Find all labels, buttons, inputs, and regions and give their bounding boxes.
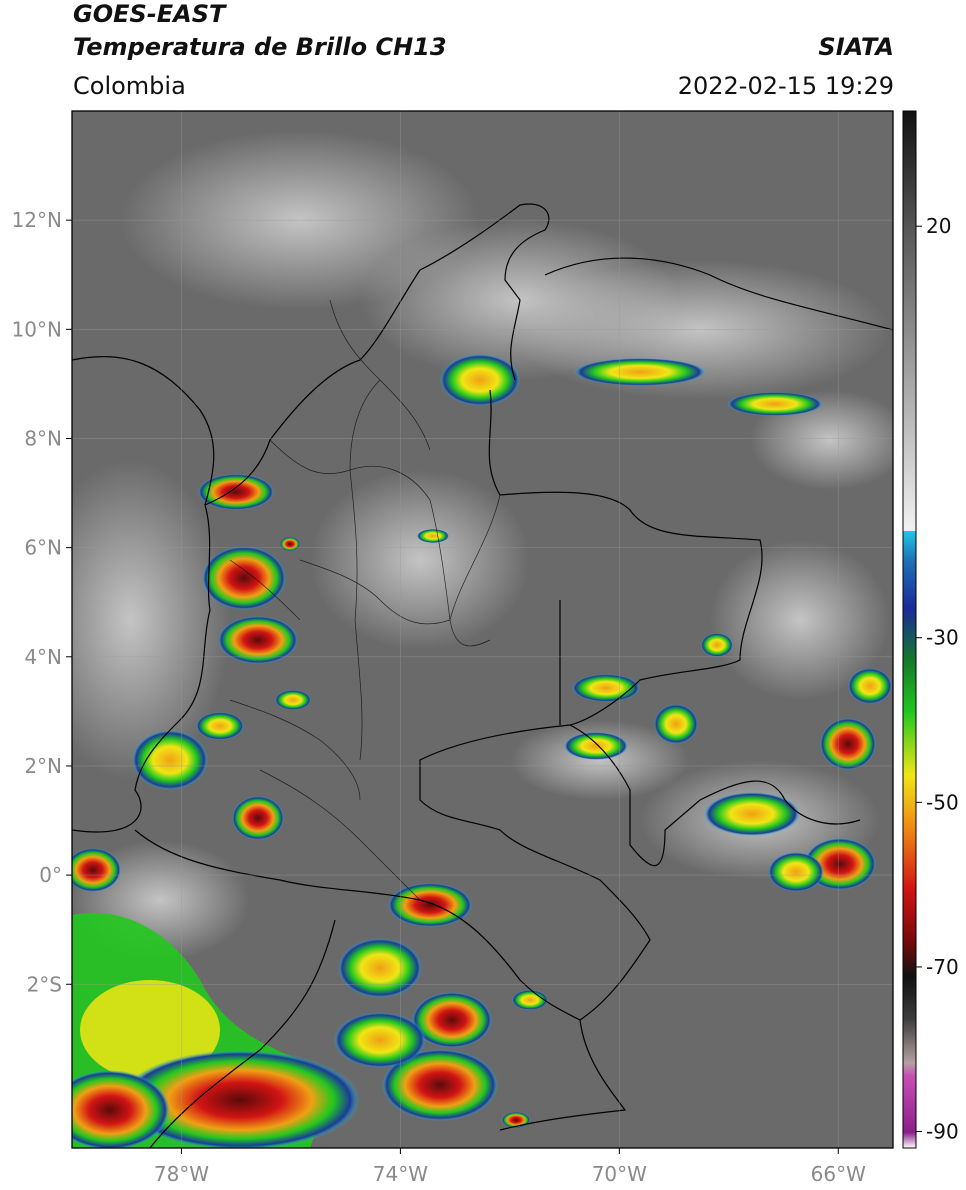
- lat-tick-label: 4°N: [24, 645, 62, 669]
- lon-tick-label: 78°W: [154, 1162, 209, 1186]
- title-line-1: GOES-EAST: [73, 0, 226, 28]
- lat-tick-label: 10°N: [12, 317, 62, 341]
- colorbar: [902, 110, 917, 1149]
- lat-tick-label: 2°N: [24, 754, 62, 778]
- brand-label: SIATA: [818, 33, 894, 61]
- colorbar-tick-label: 20: [926, 214, 951, 238]
- department-lines: [229, 299, 501, 901]
- lat-tick-label: 8°N: [24, 426, 62, 450]
- lat-tick-label: 2°S: [27, 972, 62, 996]
- colorbar-tick-label: -50: [926, 790, 959, 814]
- lon-tick-label: 66°W: [811, 1162, 866, 1186]
- boundaries: [72, 203, 893, 1148]
- lat-tick-label: 6°N: [24, 536, 62, 560]
- lon-tick-label: 70°W: [592, 1162, 647, 1186]
- graticule: [72, 111, 893, 1148]
- region-label: Colombia: [73, 72, 186, 100]
- lon-tick-label: 74°W: [373, 1162, 428, 1186]
- lat-tick-label: 0°: [39, 863, 62, 887]
- latitude-ticks: 12°N 10°N 8°N 6°N 4°N 2°N 0° 2°S: [12, 208, 72, 996]
- map-frame: [71, 110, 894, 1149]
- colorbar-tick-label: -30: [926, 626, 959, 650]
- colorbar-tick-label: -70: [926, 955, 959, 979]
- colorbar-ticks: 20 -30 -50 -70 -90: [916, 214, 959, 1144]
- longitude-ticks: 78°W 74°W 70°W 66°W: [154, 1148, 866, 1186]
- storm-cells: [72, 354, 892, 1148]
- colorbar-tick-label: -90: [926, 1120, 959, 1144]
- timestamp-label: 2022-02-15 19:29: [677, 72, 894, 100]
- lat-tick-label: 12°N: [12, 208, 62, 232]
- title-line-2: Temperatura de Brillo CH13: [73, 33, 447, 61]
